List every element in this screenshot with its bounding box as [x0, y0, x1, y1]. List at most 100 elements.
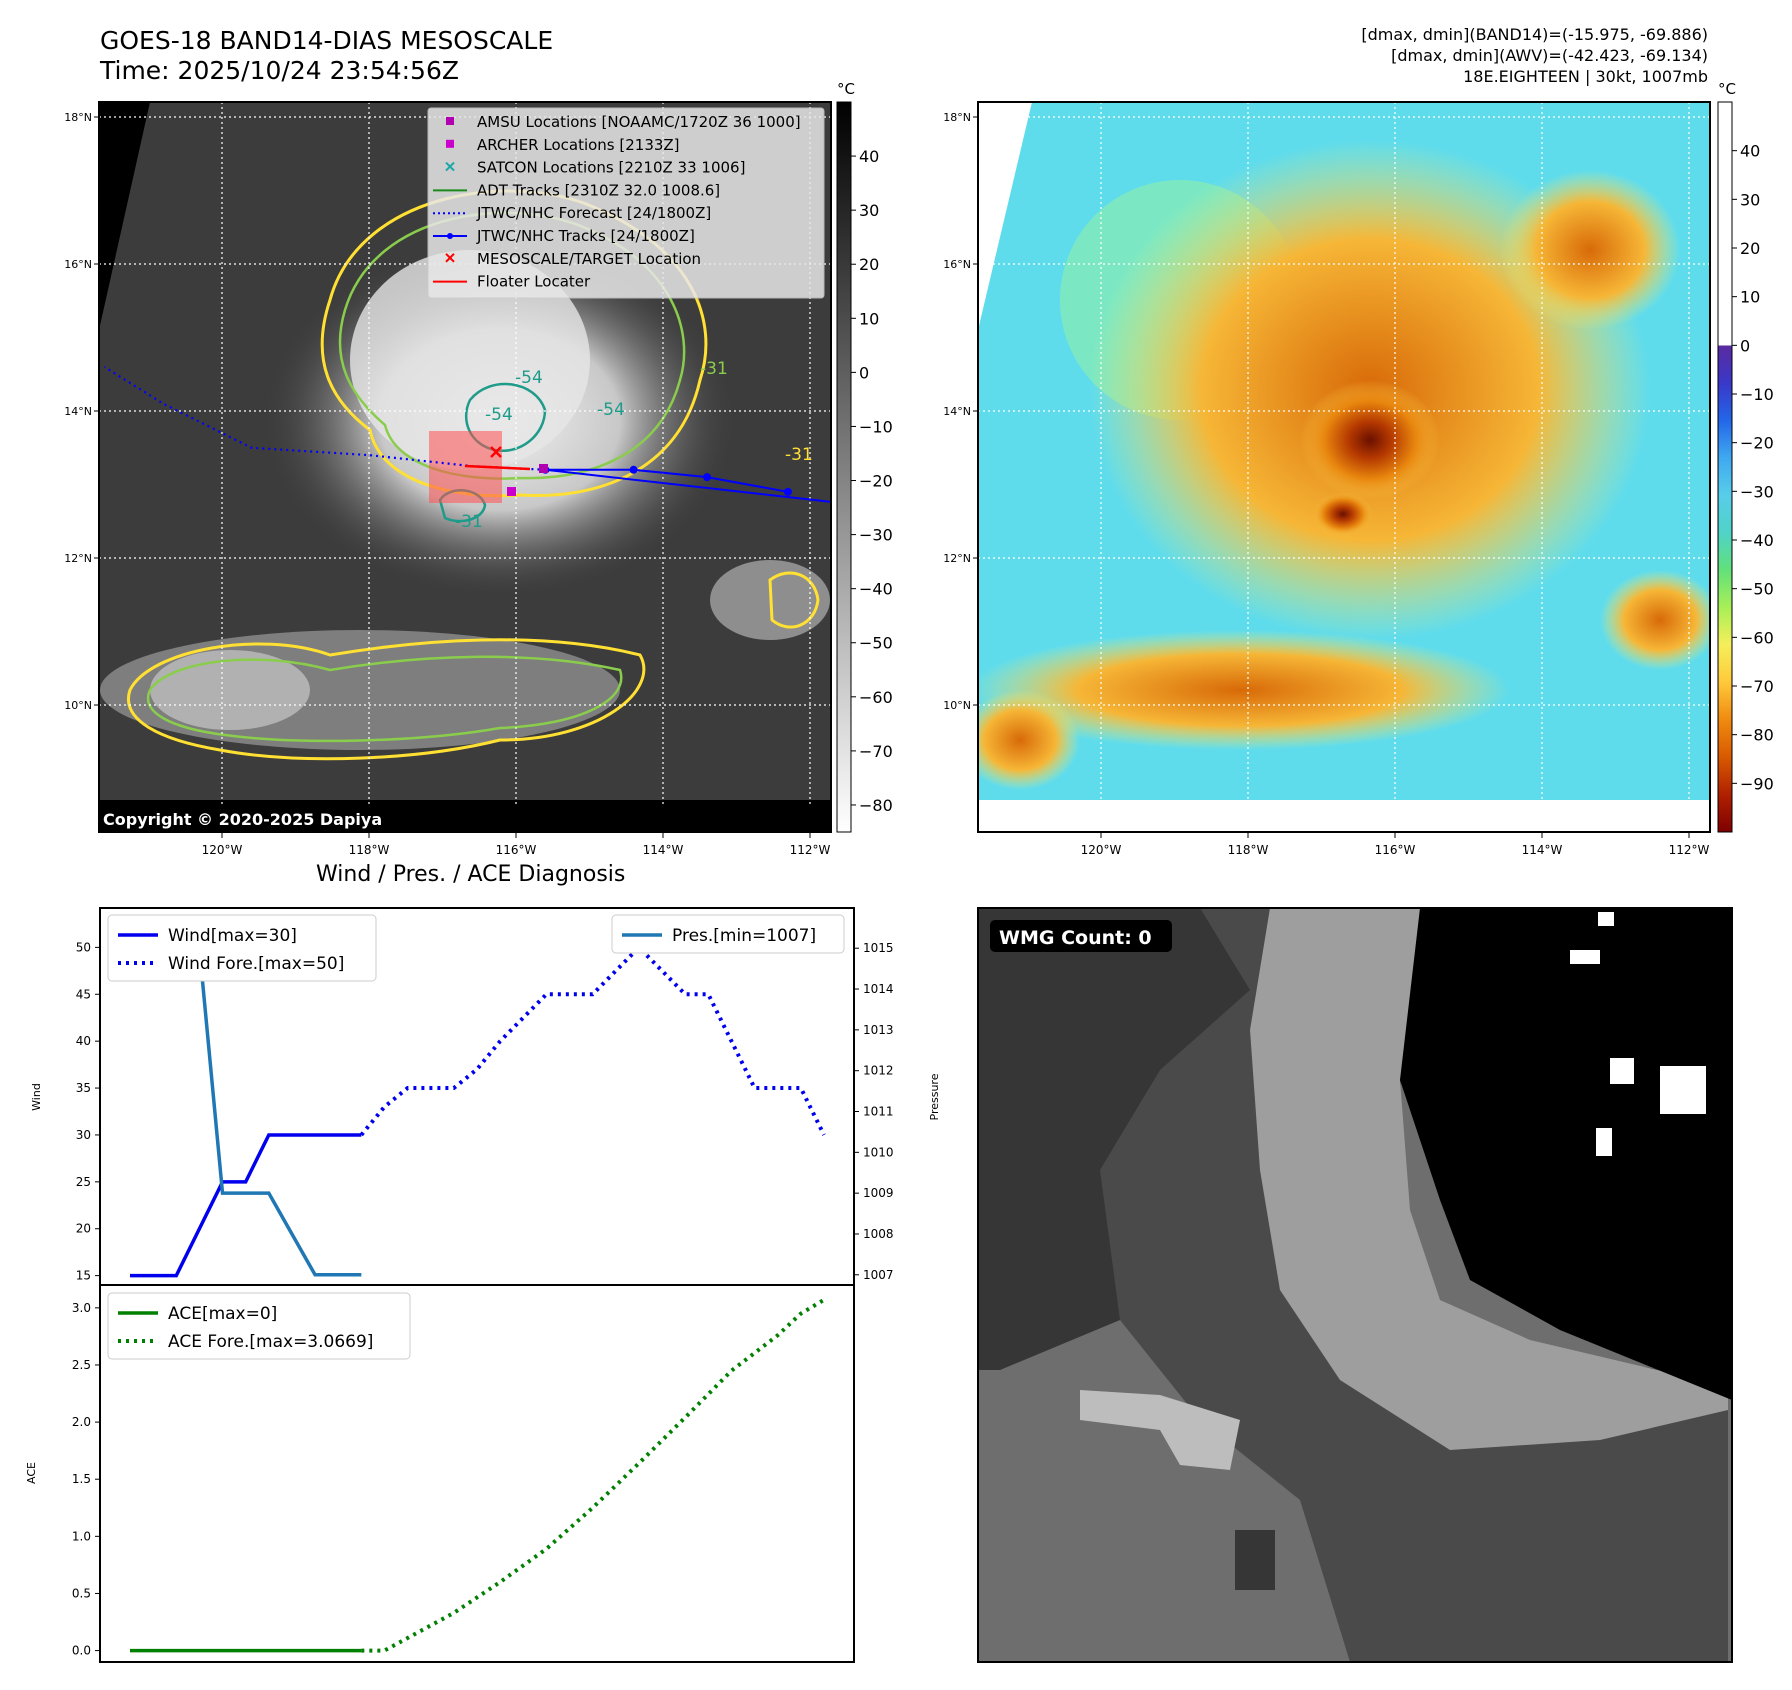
legend-box: [107, 1292, 411, 1360]
wmg-light-band: [1250, 908, 1728, 1450]
legend-label: Wind Fore.[max=50]: [168, 954, 344, 974]
color-map-axis-labels: 18°N 16°N 14°N 12°N 10°N 120°W 118°W 116°W 114°W…: [943, 111, 1709, 857]
y-tick-label: 45: [76, 987, 91, 1001]
legend-box: [611, 914, 845, 954]
pressure-legend: Pres.[min=1007]: [611, 914, 845, 954]
y2-tick-label: 1007: [863, 1268, 894, 1282]
legend-label: ACE Fore.[max=3.0669]: [168, 1332, 373, 1352]
lon-tick-label: 118°W: [1228, 843, 1269, 857]
stats-line-3: 18E.EIGHTEEN | 30kt, 1007mb: [1463, 67, 1708, 86]
lon-tick-label: 112°W: [790, 843, 831, 857]
legend-marker-dot: [447, 233, 453, 239]
colorbar-tick-label: 30: [859, 201, 879, 220]
colorbar-tick-label: −70: [1740, 677, 1774, 696]
lon-tick-label: 114°W: [1522, 843, 1563, 857]
legend-label: ARCHER Locations [2133Z]: [477, 136, 680, 154]
y-tick-label: 2.5: [72, 1358, 91, 1372]
legend-marker-x: [445, 161, 455, 172]
lat-tick-label: 12°N: [64, 552, 92, 565]
contour-label: -54: [597, 400, 625, 420]
wmg-darker-region: [978, 908, 1250, 1370]
wmg-white-block-4: [1660, 1066, 1706, 1114]
lat-tick-label: 12°N: [943, 552, 971, 565]
legend-box: [427, 107, 825, 299]
ir-cold-core: [350, 250, 590, 470]
colorbar-tick-label: −50: [1740, 580, 1774, 599]
colorbar-tick-label: −80: [859, 796, 893, 815]
y-tick-label: 2.0: [72, 1415, 91, 1429]
y-tick-label: 15: [76, 1269, 91, 1283]
colorbar-tick-label: −30: [1740, 482, 1774, 501]
lat-tick-label: 18°N: [943, 111, 971, 124]
legend-label: JTWC/NHC Tracks [24/1800Z]: [476, 227, 695, 245]
contour-label: -54: [515, 368, 543, 388]
contour-label: -31: [700, 359, 728, 379]
track-point: [629, 465, 638, 474]
y2-tick-label: 1008: [863, 1227, 894, 1241]
stats-line-1: [dmax, dmin](BAND14)=(-15.975, -69.886): [1361, 25, 1708, 44]
colorbar-tick-label: −40: [1740, 531, 1774, 550]
colorbar-tick-label: 0: [1740, 336, 1750, 355]
ace-axis-ticks: 0.0 0.5 1.0 1.5 2.0 2.5 3.0: [72, 1301, 100, 1658]
colorbar-tick-label: −10: [1740, 385, 1774, 404]
ace-series: [130, 1298, 826, 1653]
gray-colorbar: °C 40 30 20 10 0 −10 −20 −30 −40 −50 −60 −70 −80: [836, 80, 893, 833]
contour-green-south: [147, 655, 623, 743]
track-point: [703, 473, 712, 482]
y2-tick-label: 1013: [863, 1023, 894, 1037]
colorbar-tick-label: 20: [1740, 239, 1760, 258]
colorbar-tick-label: 40: [1740, 142, 1760, 161]
legend-marker-x: [445, 253, 455, 263]
color-sw-cell: [978, 690, 1080, 790]
gray-colorbar-unit: °C: [837, 80, 855, 98]
legend-label: AMSU Locations [NOAAMC/1720Z 36 1000]: [477, 113, 801, 131]
contour-labels: -54 -31 -54 -31 -31 -54: [455, 359, 813, 532]
series-line-wind: [130, 1133, 362, 1278]
y-tick-label: 40: [76, 1034, 91, 1048]
amsu-location-marker: [539, 464, 548, 473]
legend-label: Floater Locater: [477, 273, 591, 291]
contour-label: -54: [485, 405, 513, 425]
gray-colorbar-bar: [836, 101, 852, 833]
wmg-frame: [977, 907, 1733, 1663]
wind-series: [130, 944, 826, 1278]
lat-tick-label: 16°N: [943, 258, 971, 271]
colorbar-tick-label: 10: [859, 309, 879, 328]
colorbar-tick-label: −80: [1740, 726, 1774, 745]
wind-axis-ticks: 15 20 25 30 35 40 45 50: [76, 940, 100, 1283]
y-tick-label: 20: [76, 1222, 91, 1236]
color-ne-cell: [1500, 170, 1680, 330]
colorbar-tick-label: −60: [859, 688, 893, 707]
ace-chart: 0.0 0.5 1.0 1.5 2.0 2.5 3.0 ACE[max=0] ACE Fore…: [25, 1284, 855, 1663]
lon-tick-label: 120°W: [1081, 843, 1122, 857]
copyright-bar: [99, 805, 831, 832]
y2-tick-label: 1010: [863, 1145, 894, 1159]
y2-tick-label: 1011: [863, 1105, 894, 1119]
wind-pressure-chart: 15 20 25 30 35 40 45 50 1007 1008 1009 1010 1011 101…: [30, 907, 941, 1286]
wmg-panel: WMG Count: 0: [977, 907, 1733, 1663]
title-line-1: GOES-18 BAND14-DIAS MESOSCALE: [100, 26, 554, 55]
y-tick-label: 0.0: [72, 1644, 91, 1658]
color-southern-band: [978, 630, 1510, 750]
copyright-text: Copyright © 2020-2025 Dapiya: [103, 810, 382, 829]
title-line-2: Time: 2025/10/24 23:54:56Z: [100, 56, 459, 85]
colorbar-tick-label: −40: [859, 580, 893, 599]
ace-legend: ACE[max=0] ACE Fore.[max=3.0669]: [107, 1292, 411, 1360]
legend-label: Pres.[min=1007]: [672, 926, 816, 946]
lat-tick-label: 16°N: [64, 258, 92, 271]
wind-axis-label: Wind: [30, 1083, 43, 1111]
mesoscale-target-marker: [490, 446, 502, 458]
main-title: GOES-18 BAND14-DIAS MESOSCALE Time: 2025…: [100, 26, 553, 86]
legend-label: ADT Tracks [2310Z 32.0 1008.6]: [477, 181, 720, 199]
legend-marker-square: [446, 117, 454, 125]
stats-line-2: [dmax, dmin](AWV)=(-42.423, -69.134): [1391, 46, 1708, 65]
colorbar-tick-label: −20: [1740, 434, 1774, 453]
wmg-white-block-1: [1570, 950, 1600, 964]
colorbar-tick-label: 40: [859, 147, 879, 166]
lon-tick-label: 120°W: [202, 843, 243, 857]
ace-axis-label: ACE: [25, 1462, 38, 1484]
track-markers: [464, 446, 548, 496]
color-imagery: [978, 102, 1710, 800]
colorbar-tick-label: 0: [859, 363, 869, 382]
